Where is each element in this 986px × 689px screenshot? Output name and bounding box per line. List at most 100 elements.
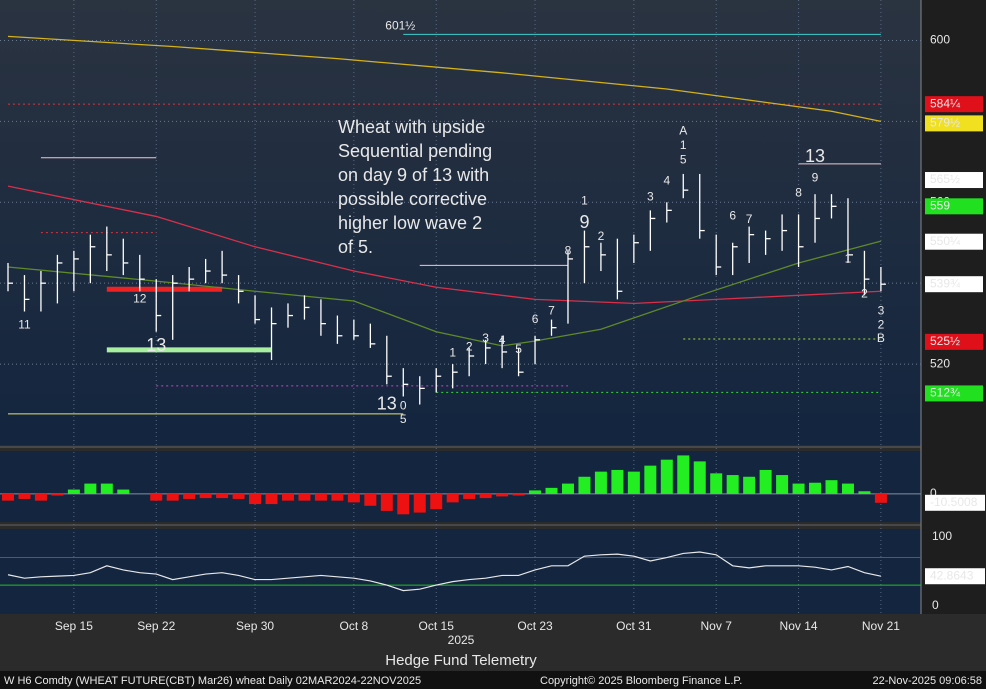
footer-band [0,671,986,689]
histogram-bar [298,493,311,501]
histogram-bar [249,493,262,505]
sequential-marker: 12 [133,292,147,306]
level-label: 601½ [385,19,415,33]
sequential-marker: 4 [499,333,506,347]
histogram-bar [364,493,377,506]
y-tick-label: 520 [930,356,950,370]
histogram-bar [578,476,591,494]
value-box-label: 42.8643 [930,568,974,582]
annotation: Sequential pending [338,141,492,161]
x-tick-label: Oct 23 [517,619,553,633]
histogram-bar [446,493,459,503]
annotation: on day 9 of 13 with [338,165,489,185]
histogram-bar [281,493,294,501]
price-box [925,233,983,250]
price-box-label: 565½ [930,172,960,186]
sequential-marker: 3 [878,303,885,317]
security: W H6 Comdty (WHEAT FUTURE(CBT) Mar26) wh… [4,675,421,687]
x-tick-label: Oct 8 [340,619,369,633]
price-box [925,198,983,215]
histogram-bar [397,493,410,515]
histogram-bar [809,482,822,494]
histogram-bar [150,493,163,501]
histogram-bar [199,493,212,499]
copyright: Copyright© 2025 Bloomberg Finance L.P. [540,675,742,687]
histogram-bar [100,483,113,494]
sequential-marker: 5 [515,342,522,356]
histogram-bar [561,483,574,494]
histogram-bar [841,483,854,494]
histogram-bar [792,483,805,494]
moving-average [7,35,882,123]
histogram-bar [183,493,196,499]
sequential-marker: 13 [805,146,825,166]
value-box [925,568,985,585]
oscillator-line [7,551,882,592]
sequential-marker: 8 [565,243,572,257]
x-tick-label: Oct 31 [616,619,652,633]
sequential-marker: 13 [377,394,397,414]
sequential-marker: 2 [861,286,868,300]
value-box-label: -10.5008 [930,495,978,509]
sequential-marker: 2 [878,317,885,331]
x-year-label: 2025 [448,633,475,647]
sequential-marker: 3 [647,190,654,204]
price-box-label: 525½ [930,334,960,348]
histogram-bar [265,493,278,505]
y-tick-label: 0 [932,598,939,612]
sequential-marker: 8 [795,186,802,200]
sequential-marker: 4 [663,173,670,187]
histogram-bar [34,493,47,501]
sequential-marker: A [679,124,687,138]
price-box [925,333,983,350]
price-box [925,276,983,293]
histogram-bar [545,487,558,494]
sequential-marker: B [877,331,885,345]
sequential-marker: 1 [845,251,852,265]
histogram-bar [594,471,607,494]
sequential-marker: 1 [449,345,456,359]
sequential-marker: 1 [680,138,687,152]
x-tick-label: Sep 30 [236,619,274,633]
sequential-marker: 3 [482,331,489,345]
y-tick-label: 600 [930,33,950,47]
sequential-marker: 9 [579,212,589,232]
histogram-bar [463,493,476,499]
histogram-bar [726,475,739,494]
sequential-marker: 7 [548,304,555,318]
histogram-bar [347,493,360,503]
histogram-bar [825,480,838,494]
histogram-bar [380,493,393,511]
price-box-label: 539¾ [930,276,961,290]
histogram-bar [479,493,492,499]
oscillator-panel [0,529,921,614]
histogram-bar [627,471,640,494]
price-box [925,96,983,113]
sequential-marker: 11 [18,317,31,331]
histogram-bar [18,493,31,499]
annotation: higher low wave 2 [338,213,482,233]
y-tick-label: 100 [932,529,952,543]
annotation: of 5. [338,237,373,257]
histogram-bar [430,493,443,510]
price-box-label: 579½ [930,116,960,130]
histogram-bar [413,493,426,513]
histogram-bar [529,490,542,494]
histogram-bar [693,461,706,494]
price-box-label: 559 [930,198,950,212]
histogram-bar [776,475,789,494]
histogram-bar [314,493,327,501]
moving-average [7,185,881,305]
sequential-marker: 13 [146,335,166,355]
price-box [925,172,983,189]
annotation: Wheat with upside [338,117,485,137]
sequential-marker: 7 [746,212,753,226]
x-tick-label: Sep 22 [137,619,175,633]
histogram-bar [67,489,80,494]
histogram-bar [660,459,673,494]
histogram-bar [611,469,624,494]
sequential-marker: 9 [812,171,819,185]
sequential-marker: 2 [466,339,473,353]
timestamp: 22-Nov-2025 09:06:58 [873,675,982,687]
